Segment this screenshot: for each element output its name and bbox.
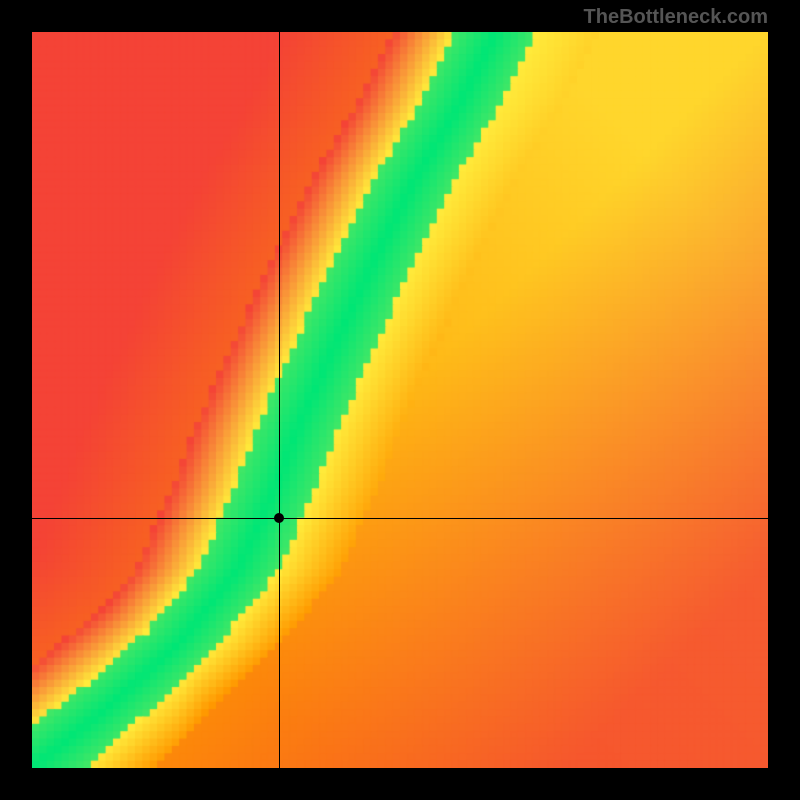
crosshair-vertical (279, 32, 280, 768)
selection-marker (274, 513, 284, 523)
crosshair-horizontal (32, 518, 768, 519)
bottleneck-heatmap (32, 32, 768, 768)
watermark-text: TheBottleneck.com (584, 6, 768, 29)
